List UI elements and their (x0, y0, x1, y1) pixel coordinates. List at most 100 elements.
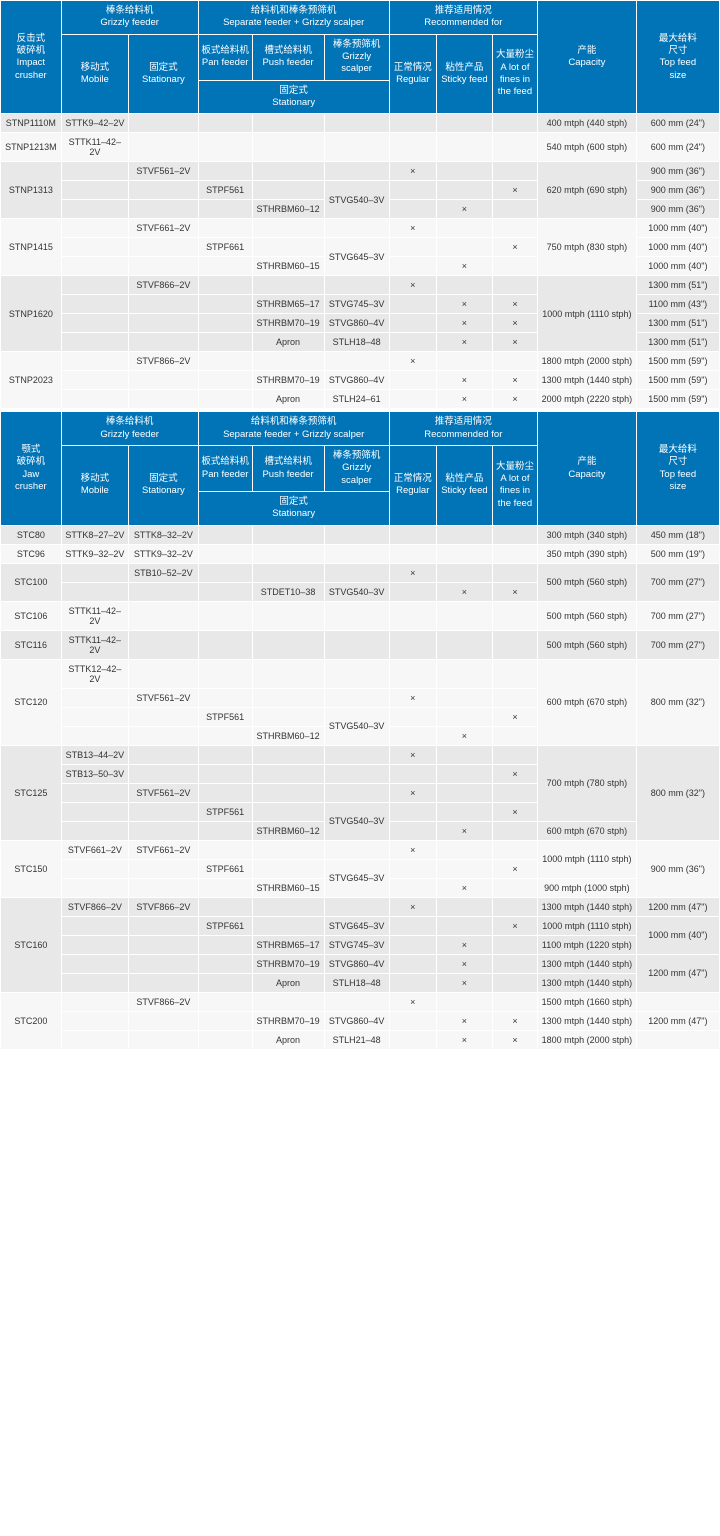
cell (436, 745, 492, 764)
cell (198, 219, 252, 238)
cell (129, 659, 199, 688)
table-row: STHRBM70–19STVG860–4V××1300 mtph (1440 s… (1, 1011, 720, 1030)
cell: STVG745–3V (324, 935, 389, 954)
cell (324, 783, 389, 802)
table-row: STNP1620STVF866–2V×1000 mtph (1110 stph)… (1, 276, 720, 295)
cell (436, 114, 492, 133)
cell (436, 601, 492, 630)
cell (324, 688, 389, 707)
crusher-cell: STC96 (1, 544, 62, 563)
cell: × (436, 371, 492, 390)
cell (198, 973, 252, 992)
cell: 700 mm (27") (636, 563, 719, 601)
cell (252, 992, 324, 1011)
cell: 900 mm (36") (636, 181, 719, 200)
cell: × (493, 371, 538, 390)
cell: × (493, 1011, 538, 1030)
cell (436, 563, 492, 582)
col-sticky: 粘性产品Sticky feed (436, 34, 492, 114)
cell: 1500 mtph (1660 stph) (537, 992, 636, 1011)
cell (198, 897, 252, 916)
cell: STVG860–4V (324, 371, 389, 390)
cell (252, 783, 324, 802)
cell (61, 821, 128, 840)
cell: 1200 mm (47") (636, 954, 719, 992)
cell (129, 630, 199, 659)
cell (129, 935, 199, 954)
cell: 900 mm (36") (636, 200, 719, 219)
col-grizzly: 棒条给料机Grizzly feeder (61, 412, 198, 446)
cell (61, 219, 128, 238)
cell (198, 992, 252, 1011)
cell (493, 219, 538, 238)
cell: STVF866–2V (129, 352, 199, 371)
cell (436, 688, 492, 707)
cell: STTK11–42–2V (61, 630, 128, 659)
cell (389, 257, 436, 276)
cell: 1300 mm (51") (636, 314, 719, 333)
cell: STVG540–3V (324, 582, 389, 601)
cell: STTK9–32–2V (61, 544, 128, 563)
table-row: STNP2023STVF866–2V×1800 mtph (2000 stph)… (1, 352, 720, 371)
cell (324, 630, 389, 659)
cell (389, 916, 436, 935)
cell (61, 878, 128, 897)
cell (436, 802, 492, 821)
cell: 500 mtph (560 stph) (537, 601, 636, 630)
cell: STPF661 (198, 916, 252, 935)
cell (198, 840, 252, 859)
cell (436, 916, 492, 935)
cell (198, 352, 252, 371)
cell (198, 954, 252, 973)
cell (61, 859, 128, 878)
table-row: STNP1110MSTTK9–42–2V400 mtph (440 stph)6… (1, 114, 720, 133)
cell: × (389, 276, 436, 295)
cell: STVF866–2V (61, 897, 128, 916)
cell (436, 238, 492, 257)
crusher-cell: STNP1620 (1, 276, 62, 352)
cell: STVG860–4V (324, 1011, 389, 1030)
cell: STVG540–3V (324, 802, 389, 840)
cell (129, 314, 199, 333)
cell (493, 133, 538, 162)
cell: × (389, 162, 436, 181)
cell (198, 582, 252, 601)
table-header: 反击式破碎机Impactcrusher 棒条给料机Grizzly feeder … (1, 1, 720, 114)
cell: × (436, 821, 492, 840)
crusher-cell: STC100 (1, 563, 62, 601)
cell (436, 133, 492, 162)
col-separate: 给料机和棒条预筛机Separate feeder + Grizzly scalp… (198, 1, 389, 35)
cell: × (436, 295, 492, 314)
cell: STHRBM60–12 (252, 726, 324, 745)
cell (436, 897, 492, 916)
cell (198, 390, 252, 409)
cell (61, 1011, 128, 1030)
cell (129, 916, 199, 935)
cell (493, 745, 538, 764)
cell (493, 630, 538, 659)
cell (61, 802, 128, 821)
cell: Apron (252, 333, 324, 352)
cell (493, 688, 538, 707)
cell (493, 954, 538, 973)
cell (198, 114, 252, 133)
cell (129, 859, 199, 878)
cell (493, 544, 538, 563)
cell: 1000 mtph (1110 stph) (537, 840, 636, 878)
cell (389, 114, 436, 133)
cell (493, 525, 538, 544)
cell: 1300 mtph (1440 stph) (537, 973, 636, 992)
cell: × (389, 352, 436, 371)
cell: 1000 mm (40") (636, 219, 719, 238)
cell (252, 688, 324, 707)
cell: 2000 mtph (2220 stph) (537, 390, 636, 409)
cell (252, 544, 324, 563)
cell (61, 162, 128, 181)
cell (389, 544, 436, 563)
cell (129, 802, 199, 821)
crusher-cell: STC160 (1, 897, 62, 992)
cell: STHRBM70–19 (252, 314, 324, 333)
cell: STB13–44–2V (61, 745, 128, 764)
cell (252, 219, 324, 238)
cell (252, 238, 324, 257)
